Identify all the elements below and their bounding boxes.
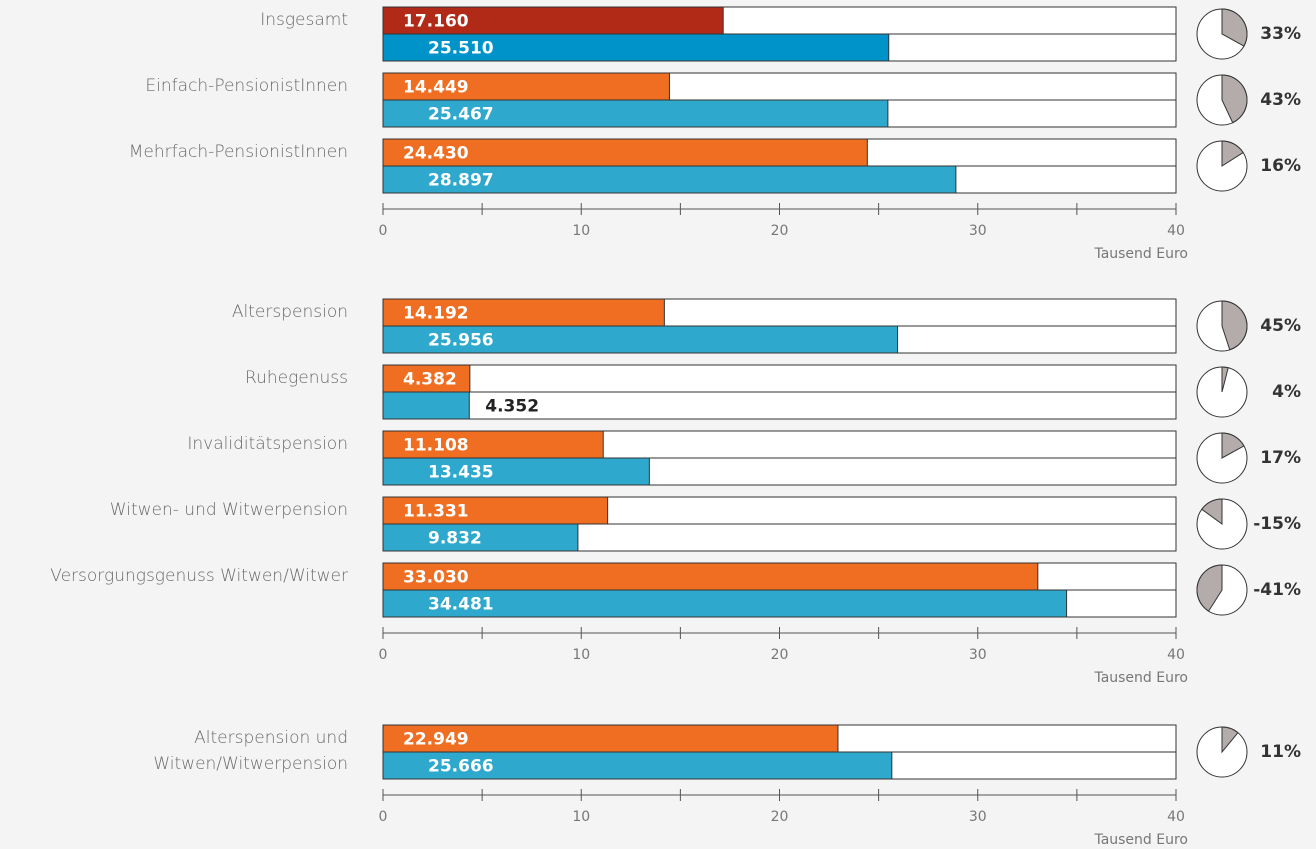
value-label: 4.382 <box>403 370 457 390</box>
pie-wedge <box>1221 74 1248 124</box>
difference-label: 17% <box>1260 448 1301 468</box>
value-label: 33.030 <box>403 568 469 588</box>
x-tick-label: 20 <box>771 223 789 239</box>
pie-wedge <box>1221 432 1245 459</box>
value-label: 24.430 <box>403 144 469 164</box>
pie-wedge <box>1221 8 1248 47</box>
bar <box>382 99 889 128</box>
difference-label: 16% <box>1260 156 1301 176</box>
value-label: 25.467 <box>428 105 494 125</box>
pie-wedge <box>1221 300 1248 351</box>
bar <box>382 364 471 393</box>
value-label: 22.949 <box>403 730 469 750</box>
value-label: 34.481 <box>428 595 494 615</box>
category-label: Witwen- und Witwerpension <box>110 500 348 520</box>
x-tick-label: 0 <box>379 223 388 239</box>
bar <box>382 589 1068 618</box>
bar <box>382 6 724 35</box>
value-label: 25.666 <box>428 757 494 777</box>
x-tick-label: 40 <box>1167 809 1185 825</box>
category-label: Ruhegenuss <box>245 368 348 388</box>
x-tick-label: 30 <box>969 223 987 239</box>
x-tick-label: 40 <box>1167 647 1185 663</box>
category-label: Invaliditätspension <box>187 434 348 454</box>
bar <box>382 33 890 62</box>
bar <box>382 430 604 459</box>
x-tick-label: 10 <box>572 647 590 663</box>
x-tick-label: 20 <box>771 647 789 663</box>
pie-wedge <box>1201 498 1223 525</box>
x-tick-label: 0 <box>379 809 388 825</box>
difference-label: -15% <box>1253 514 1301 534</box>
category-label: Insgesamt <box>260 10 348 30</box>
difference-label: 33% <box>1260 24 1301 44</box>
value-label: 28.897 <box>428 171 494 191</box>
bar-track <box>382 391 1177 420</box>
pie-wedge <box>1196 564 1223 612</box>
bar <box>382 751 893 780</box>
bar <box>382 165 957 194</box>
x-tick-label: 10 <box>572 223 590 239</box>
x-tick-label: 40 <box>1167 223 1185 239</box>
bar <box>382 523 579 552</box>
x-tick-label: 10 <box>572 809 590 825</box>
value-label: 11.108 <box>403 436 469 456</box>
bar <box>382 562 1039 591</box>
bar <box>382 72 670 101</box>
value-label: 9.832 <box>428 529 482 549</box>
x-tick-label: 30 <box>969 647 987 663</box>
value-label: 13.435 <box>428 463 494 483</box>
x-tick-label: 20 <box>771 809 789 825</box>
value-label: 17.160 <box>403 12 469 32</box>
pie-wedge <box>1221 140 1244 167</box>
value-label: 14.449 <box>403 78 469 98</box>
value-label: 25.956 <box>428 331 494 351</box>
pie-wedge <box>1221 366 1229 393</box>
bar <box>382 138 868 167</box>
category-label: Mehrfach-PensionistInnen <box>129 142 348 162</box>
category-label: Alterspension <box>232 302 348 322</box>
difference-label: 4% <box>1272 382 1301 402</box>
difference-label: 11% <box>1260 742 1301 762</box>
category-label: Alterspension und <box>194 728 348 748</box>
value-label: 25.510 <box>428 39 494 59</box>
difference-label: 43% <box>1260 90 1301 110</box>
bar-track <box>382 364 1177 393</box>
x-axis-label: Tausend Euro <box>1093 670 1188 686</box>
difference-label: 45% <box>1260 316 1301 336</box>
category-label: Versorgungsgenuss Witwen/Witwer <box>50 566 348 586</box>
bar <box>382 391 470 420</box>
bar <box>382 724 839 753</box>
bar <box>382 457 650 486</box>
difference-label: -41% <box>1253 580 1301 600</box>
x-axis-label: Tausend Euro <box>1093 832 1188 848</box>
value-label: 4.352 <box>485 397 539 417</box>
x-axis-label: Tausend Euro <box>1093 246 1188 262</box>
bar <box>382 325 899 354</box>
pie-wedge <box>1221 726 1239 754</box>
value-label: 11.331 <box>403 502 469 522</box>
category-label: Einfach-PensionistInnen <box>145 76 348 96</box>
x-tick-label: 0 <box>379 647 388 663</box>
x-tick-label: 30 <box>969 809 987 825</box>
value-label: 14.192 <box>403 304 469 324</box>
bar <box>382 298 665 327</box>
category-label: Witwen/Witwerpension <box>153 754 348 774</box>
